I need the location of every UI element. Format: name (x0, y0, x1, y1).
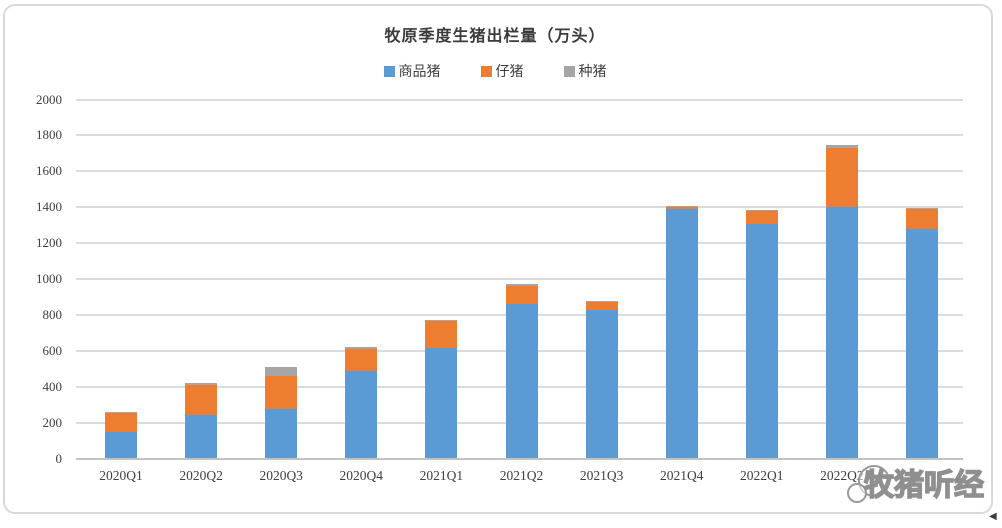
bar-segment-种猪 (505, 284, 538, 286)
bar-segment-种猪 (585, 301, 618, 303)
wechat-account-logo-icon (847, 465, 890, 503)
y-tick-label: 1600 (36, 163, 62, 179)
bar-segment-商品猪 (265, 409, 298, 459)
bar-segment-种猪 (665, 205, 698, 207)
bar-segment-仔猪 (825, 147, 858, 208)
bar-segment-商品猪 (425, 348, 458, 459)
x-tick-label: 2021Q1 (419, 468, 464, 483)
bar-segment-仔猪 (585, 302, 618, 311)
legend-swatch-icon (563, 65, 575, 77)
bar-segment-商品猪 (345, 371, 378, 459)
gridline (76, 170, 963, 173)
y-tick-label: 400 (42, 378, 63, 394)
watermark: 牧猪听经 (847, 452, 998, 508)
bar-segment-商品猪 (585, 310, 618, 459)
legend-label: 商品猪 (398, 63, 441, 79)
legend-swatch-icon (480, 65, 492, 77)
bar-segment-仔猪 (265, 375, 298, 410)
bar-segment-种猪 (345, 346, 378, 349)
gridline (76, 134, 963, 137)
corner-arrow-icon: ◀ (989, 511, 997, 522)
gridline (76, 242, 963, 245)
bar-segment-仔猪 (505, 286, 538, 305)
legend-item-种猪: 种猪 (563, 61, 607, 81)
legend-swatch-icon (383, 65, 395, 77)
legend-label: 仔猪 (495, 63, 524, 79)
x-tick-label: 2021Q3 (579, 468, 624, 483)
x-tick-label: 2022Q1 (740, 468, 784, 483)
x-tick-label: 2020Q1 (99, 468, 143, 483)
gridline (76, 206, 963, 209)
chart-legend: 商品猪 仔猪 种猪 (0, 61, 990, 81)
x-tick-label: 2020Q3 (259, 468, 303, 483)
x-tick-label: 2022Q2 (820, 468, 864, 483)
legend-label: 种猪 (578, 63, 607, 79)
bar-segment-种猪 (906, 207, 938, 209)
bar-segment-种猪 (185, 382, 218, 385)
bar-segment-仔猪 (185, 384, 218, 415)
bar-segment-商品猪 (505, 304, 538, 459)
bar-segment-种猪 (745, 210, 778, 211)
bar-segment-仔猪 (425, 321, 458, 349)
y-tick-label: 1800 (36, 127, 62, 143)
y-tick-label: 1400 (36, 199, 62, 215)
y-tick-label: 2000 (36, 91, 62, 107)
x-axis-line (76, 457, 963, 460)
bar-segment-商品猪 (665, 208, 698, 459)
bar-segment-仔猪 (345, 348, 378, 372)
bar-segment-商品猪 (745, 224, 778, 459)
legend-item-仔猪: 仔猪 (480, 61, 524, 81)
gridline (76, 98, 963, 101)
bar-segment-仔猪 (665, 206, 698, 209)
y-tick-label: 0 (55, 450, 63, 466)
y-tick-label: 800 (42, 306, 63, 322)
y-tick-label: 200 (42, 414, 63, 430)
x-tick-label: 2020Q2 (179, 468, 223, 483)
bar-segment-商品猪 (185, 414, 218, 459)
bar-segment-仔猪 (745, 210, 778, 225)
chart-title: 牧原季度生猪出栏量（万头） (384, 28, 606, 45)
x-tick-label: 2021Q2 (499, 468, 544, 483)
bar-segment-种猪 (425, 319, 458, 322)
legend-item-商品猪: 商品猪 (383, 61, 441, 81)
bar-segment-种猪 (825, 145, 858, 148)
x-tick-label: 2020Q4 (339, 468, 384, 483)
bar-segment-仔猪 (906, 208, 938, 230)
gridline (76, 278, 963, 280)
bar-segment-商品猪 (906, 229, 938, 459)
y-tick-label: 1200 (36, 235, 62, 251)
y-tick-label: 1000 (36, 271, 62, 286)
bar-segment-种猪 (265, 367, 298, 376)
bar-segment-仔猪 (105, 412, 137, 432)
x-tick-label: 2021Q4 (659, 468, 704, 483)
y-tick-label: 600 (42, 342, 63, 358)
bar-segment-商品猪 (825, 207, 858, 459)
bar-segment-商品猪 (105, 431, 137, 459)
watermark-text: 牧猪听经 (863, 468, 984, 502)
